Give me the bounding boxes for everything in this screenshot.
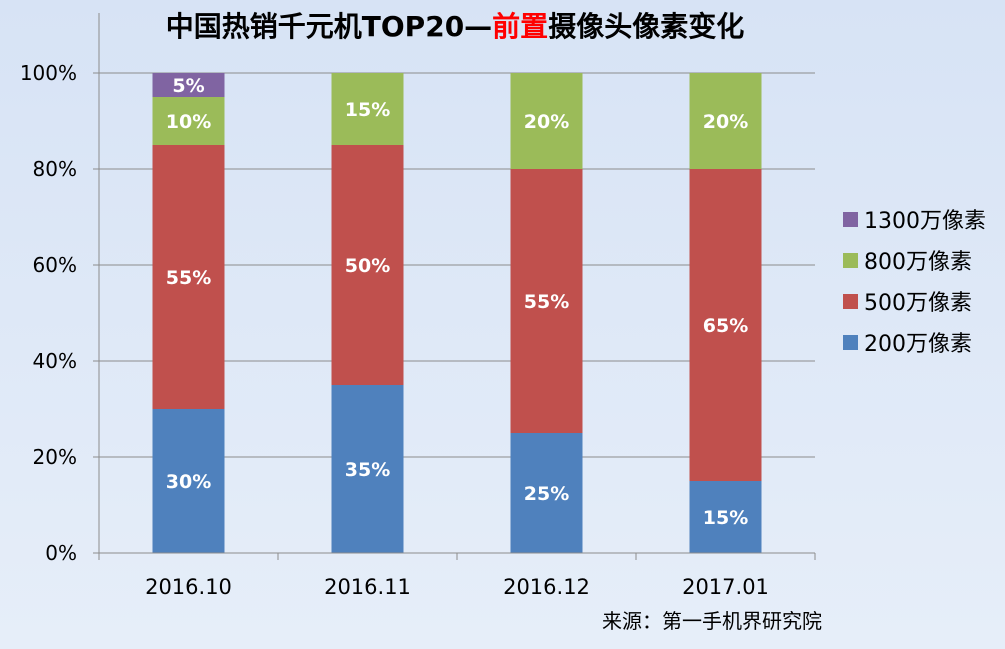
chart-title-part-2: 摄像头像素变化 xyxy=(548,10,744,43)
data-label: 20% xyxy=(524,111,569,133)
data-label: 15% xyxy=(345,99,390,121)
bar-segment xyxy=(152,73,225,97)
chart-title: 中国热销千元机TOP20—前置摄像头像素变化 xyxy=(166,10,744,43)
legend-swatch xyxy=(843,212,858,227)
bar-segment xyxy=(152,145,225,409)
legend-label: 500万像素 xyxy=(864,291,972,316)
bar-segment xyxy=(331,73,404,145)
x-tick-label: 2016.12 xyxy=(503,575,590,599)
y-tick-label: 100% xyxy=(20,61,77,85)
legend-label: 1300万像素 xyxy=(864,209,986,234)
legend-swatch xyxy=(843,294,858,309)
legend-label: 800万像素 xyxy=(864,250,972,275)
bar-segment xyxy=(510,73,583,169)
x-tick-label: 2016.11 xyxy=(324,575,411,599)
chart-title-part-1: 前置 xyxy=(492,10,548,43)
data-label: 10% xyxy=(166,111,211,133)
data-label: 65% xyxy=(703,315,748,337)
legend-swatch xyxy=(843,335,858,350)
y-tick-label: 20% xyxy=(33,445,77,469)
bar-segment xyxy=(689,73,762,169)
source-note: 来源：第一手机界研究院 xyxy=(602,609,822,633)
bar-segment xyxy=(510,169,583,433)
legend-label: 200万像素 xyxy=(864,332,972,357)
data-label: 20% xyxy=(703,111,748,133)
data-label: 50% xyxy=(345,255,390,277)
x-tick-label: 2016.10 xyxy=(145,575,232,599)
data-label: 35% xyxy=(345,459,390,481)
bar-segment xyxy=(689,481,762,553)
legend-swatch xyxy=(843,253,858,268)
bar-segment xyxy=(331,145,404,385)
data-label: 15% xyxy=(703,507,748,529)
data-label: 55% xyxy=(524,291,569,313)
data-label: 30% xyxy=(166,471,211,493)
y-tick-label: 40% xyxy=(33,349,77,373)
bar-segment xyxy=(152,409,225,553)
chart-title-part-0: 中国热销千元机TOP20— xyxy=(166,10,492,43)
bar-segment xyxy=(331,385,404,553)
bar-segment xyxy=(510,433,583,553)
bar-segment xyxy=(152,97,225,145)
x-tick-label: 2017.01 xyxy=(682,575,769,599)
data-label: 55% xyxy=(166,267,211,289)
y-tick-label: 60% xyxy=(33,253,77,277)
data-label: 5% xyxy=(172,75,204,97)
y-tick-label: 0% xyxy=(45,541,77,565)
bar-segment xyxy=(689,169,762,481)
y-tick-label: 80% xyxy=(33,157,77,181)
data-label: 25% xyxy=(524,483,569,505)
